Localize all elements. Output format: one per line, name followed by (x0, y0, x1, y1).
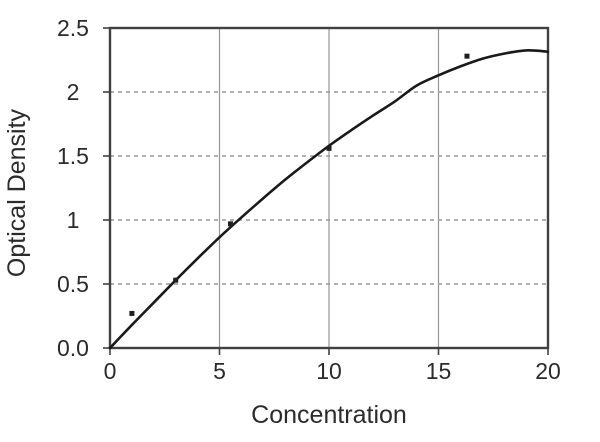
y-tick-label: 0.5 (57, 271, 89, 297)
x-tick-label: 5 (213, 358, 226, 384)
y-tick-label: 2 (67, 79, 80, 105)
y-axis-title: Optical Density (3, 108, 31, 277)
x-tick-label: 10 (316, 358, 342, 384)
plot-area: 0 5 10 15 20 0.0 0.5 1 1.5 2 2.5 (57, 15, 561, 384)
x-axis-title: Concentration (251, 401, 407, 429)
data-point-marker (227, 221, 233, 227)
plot-frame (108, 26, 550, 350)
x-tick-label: 15 (426, 358, 452, 384)
y-tick-label: 1.5 (57, 143, 89, 169)
data-point-marker (173, 277, 179, 283)
data-point-marker (326, 145, 332, 151)
x-tick-label: 20 (535, 358, 561, 384)
x-tick-label: 0 (104, 358, 117, 384)
y-tick-label: 1 (67, 207, 80, 233)
data-point-marker (464, 53, 470, 59)
data-point-marker (129, 310, 135, 316)
fitted-curve (108, 49, 550, 350)
y-tick-label: 2.5 (57, 15, 89, 41)
y-tick-label: 0.0 (57, 335, 89, 361)
